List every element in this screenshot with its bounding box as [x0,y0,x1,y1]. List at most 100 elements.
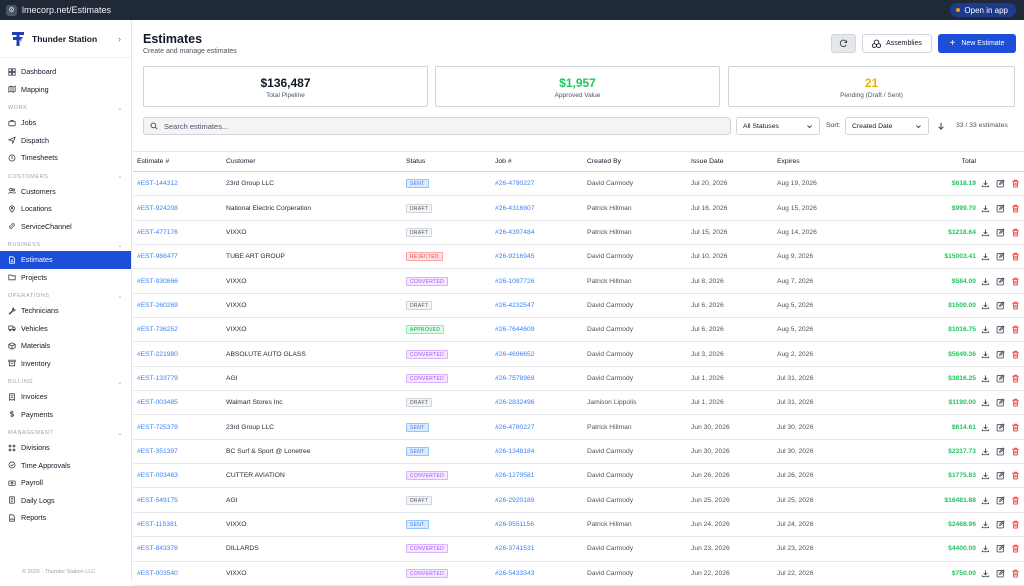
table-row[interactable]: #EST-725379 23rd Group LLC SENT #26-4780227… [133,415,1024,440]
download-icon[interactable] [981,398,990,407]
job-link[interactable]: #26-4232547 [495,301,535,309]
estimate-link[interactable]: #EST-003540 [137,569,178,577]
download-icon[interactable] [981,350,990,359]
job-link[interactable]: #26-7578969 [495,374,535,382]
table-row[interactable]: #EST-924208 National Electric Corperation… [133,196,1024,221]
sidebar-item-technicians[interactable]: Technicians [0,302,131,320]
col-total[interactable]: Total [961,158,976,165]
trash-icon[interactable] [1011,350,1020,359]
edit-icon[interactable] [996,447,1005,456]
sort-direction-button[interactable] [934,119,948,133]
estimate-link[interactable]: #EST-003485 [137,399,178,407]
url-text[interactable]: lmecorp.net/Estimates [22,5,112,15]
sidebar-item-time-approvals[interactable]: Time Approvals [0,457,131,475]
edit-icon[interactable] [996,520,1005,529]
estimate-link[interactable]: #EST-221980 [137,350,178,358]
edit-icon[interactable] [996,325,1005,334]
sidebar-section-work[interactable]: WORK ⌄ [0,98,131,114]
download-icon[interactable] [981,520,990,529]
sort-select[interactable]: Created Date [845,117,929,135]
trash-icon[interactable] [1011,228,1020,237]
sidebar-item-mapping[interactable]: Mapping [0,81,131,99]
download-icon[interactable] [981,569,990,578]
trash-icon[interactable] [1011,277,1020,286]
table-row[interactable]: #EST-003485 Walmart Stores Inc DRAFT #26-28… [133,391,1024,416]
estimate-link[interactable]: #EST-133779 [137,374,178,382]
assemblies-button[interactable]: Assemblies [862,34,932,53]
trash-icon[interactable] [1011,471,1020,480]
sidebar-section-business[interactable]: BUSINESS ⌄ [0,235,131,251]
sidebar-item-jobs[interactable]: Jobs [0,114,131,132]
download-icon[interactable] [981,374,990,383]
status-filter-select[interactable]: All Statuses [736,117,820,135]
edit-icon[interactable] [996,276,1005,286]
download-icon[interactable] [981,496,990,505]
sidebar-item-divisions[interactable]: Divisions [0,439,131,457]
sidebar-item-dispatch[interactable]: Dispatch [0,132,131,150]
edit-icon[interactable] [996,374,1005,383]
sidebar-item-dashboard[interactable]: Dashboard [0,63,131,81]
trash-icon[interactable] [1011,301,1020,310]
trash-icon[interactable] [1011,179,1020,188]
edit-icon[interactable] [996,569,1005,578]
estimate-link[interactable]: #EST-930866 [137,277,178,285]
job-link[interactable]: #26-3741531 [495,545,535,553]
download-icon[interactable] [981,423,990,432]
sidebar-item-locations[interactable]: Locations [0,200,131,218]
col-customer[interactable]: Customer [226,158,256,165]
table-row[interactable]: #EST-843378 DILLARDS CONVERTED #26-3741531 D… [133,537,1024,562]
table-row[interactable]: #EST-988477 TUBE ART GROUP REJECTED #26-921… [133,245,1024,270]
col-estimate[interactable]: Estimate # [137,158,170,165]
estimate-link[interactable]: #EST-093463 [137,472,178,480]
job-link[interactable]: #26-5433343 [495,569,535,577]
job-link[interactable]: #26-1087726 [495,277,535,285]
col-expires[interactable]: Expires [777,158,800,165]
edit-icon[interactable] [996,471,1005,480]
trash-icon[interactable] [1011,398,1020,407]
sidebar-item-materials[interactable]: Materials [0,337,131,355]
sidebar-item-daily-logs[interactable]: Daily Logs [0,492,131,510]
edit-icon[interactable] [996,301,1005,310]
estimate-link[interactable]: #EST-924208 [137,204,178,212]
table-row[interactable]: #EST-549175 AGI DRAFT #26-2920189 David Carm… [133,488,1024,513]
download-icon[interactable] [981,471,990,480]
edit-icon[interactable] [996,544,1005,553]
estimate-link[interactable]: #EST-725379 [137,423,178,431]
job-link[interactable]: #26-2920189 [495,496,535,504]
sidebar-item-timesheets[interactable]: Timesheets [0,149,131,167]
sidebar-item-inventory[interactable]: Inventory [0,355,131,373]
refresh-button[interactable] [831,34,856,53]
edit-icon[interactable] [996,228,1005,237]
table-row[interactable]: #EST-930866 VIXXO CONVERTED #26-1087726 Patr… [133,269,1024,294]
trash-icon[interactable] [1011,447,1020,456]
estimate-link[interactable]: #EST-144312 [137,180,178,188]
table-row[interactable]: #EST-144312 23rd Group LLC SENT #26-4780227… [133,172,1024,197]
open-in-app-button[interactable]: Open in app [950,3,1016,17]
sidebar-section-management[interactable]: MANAGEMENT ⌄ [0,423,131,439]
sidebar-item-payments[interactable]: Payments [0,406,131,424]
brand-switcher[interactable]: Thunder Station › [0,20,131,58]
estimate-link[interactable]: #EST-351397 [137,447,178,455]
estimate-link[interactable]: #EST-988477 [137,253,178,261]
edit-icon[interactable] [996,398,1005,407]
job-link[interactable]: #26-9551156 [495,520,534,528]
col-job[interactable]: Job # [495,158,512,165]
job-link[interactable]: #26-2832496 [495,399,535,407]
table-row[interactable]: #EST-477176 VIXXO DRAFT #26-4397484 Patrick … [133,221,1024,246]
col-issue-date[interactable]: Issue Date [691,158,724,165]
trash-icon[interactable] [1011,204,1020,213]
download-icon[interactable] [981,252,990,261]
sidebar-item-projects[interactable]: Projects [0,269,131,287]
sidebar-item-customers[interactable]: Customers [0,183,131,201]
estimate-link[interactable]: #EST-260269 [137,301,178,309]
table-row[interactable]: #EST-003540 VIXXO CONVERTED #26-5433343 Davi… [133,562,1024,586]
table-row[interactable]: #EST-260269 VIXXO DRAFT #26-4232547 David Ca… [133,294,1024,319]
sidebar-section-customers[interactable]: CUSTOMERS ⌄ [0,167,131,183]
estimate-link[interactable]: #EST-477176 [137,228,178,236]
sidebar-item-servicechannel[interactable]: ServiceChannel [0,218,131,236]
site-settings-icon[interactable]: ⚙ [6,4,17,16]
job-link[interactable]: #26-4397484 [495,228,535,236]
download-icon[interactable] [981,228,990,237]
sidebar-item-invoices[interactable]: Invoices [0,388,131,406]
sidebar-item-estimates[interactable]: Estimates [0,251,131,269]
